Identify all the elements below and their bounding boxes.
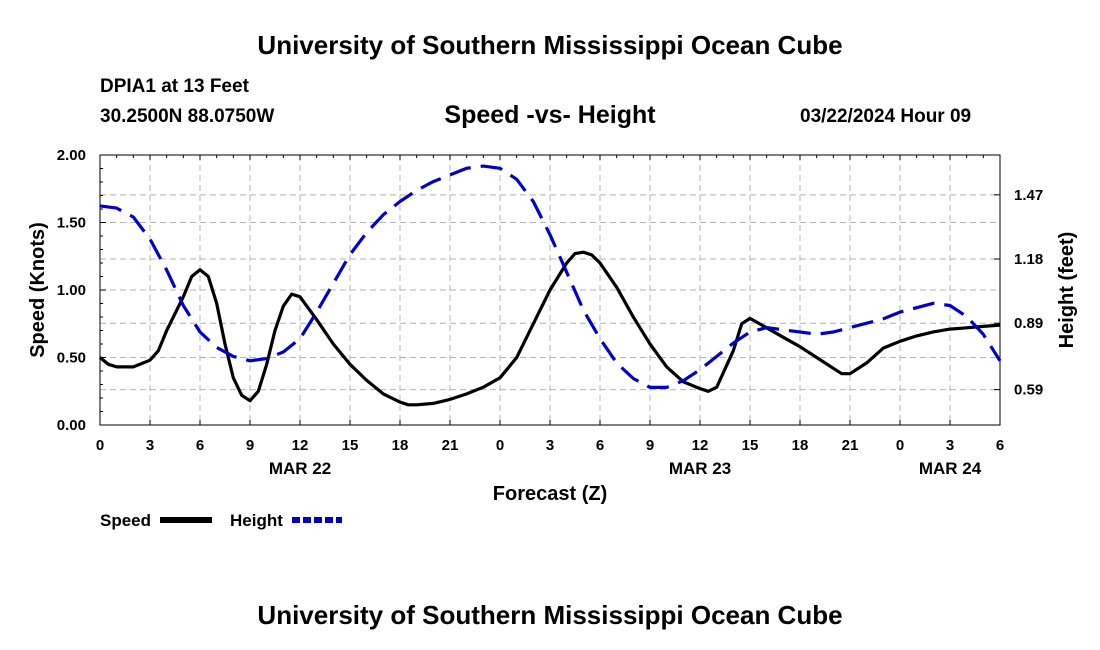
x-tick-label: 3 — [146, 437, 154, 454]
x-tick-label: 6 — [196, 437, 204, 454]
y-tick-label: 1.50 — [57, 215, 86, 232]
forecast-datetime: 03/22/2024 Hour 09 — [800, 106, 972, 127]
x-tick-label: 3 — [946, 437, 954, 454]
axis-ticks — [99, 154, 1001, 426]
legend-label-speed: Speed — [100, 511, 151, 530]
x-tick-label: 0 — [496, 437, 504, 454]
series-line-height — [99, 164, 1002, 389]
station-coordinates: 30.2500N 88.0750W — [100, 106, 275, 127]
grid — [100, 155, 1000, 425]
y-tick-label: 1.00 — [57, 282, 86, 299]
y-axis-title: Speed (Knots) — [27, 222, 49, 358]
x-tick-label: 21 — [842, 437, 859, 454]
station-name: DPIA1 at 13 Feet — [100, 76, 249, 97]
x-tick-label: 0 — [896, 437, 904, 454]
y-tick-label: 0.50 — [57, 350, 86, 367]
y2-tick-label: 1.18 — [1014, 251, 1043, 268]
x-tick-label: 21 — [442, 437, 459, 454]
y2-tick-label: 1.47 — [1014, 187, 1043, 204]
x-tick-label: 6 — [996, 437, 1004, 454]
legend: Speed Height — [100, 511, 342, 530]
x-tick-label: 0 — [96, 437, 104, 454]
x-tick-label: 15 — [342, 437, 359, 454]
x-tick-label: 12 — [292, 437, 309, 454]
x-tick-label: 3 — [546, 437, 554, 454]
x-tick-label: 9 — [646, 437, 654, 454]
axis-labels: 0 3 6 9 12 15 18 21 0 3 6 9 12 15 18 21 0 3 6 0.00 0.50 1.00 1… — [27, 147, 1078, 505]
y2-tick-label: 0.89 — [1014, 315, 1043, 332]
chart-title: Speed -vs- Height — [444, 101, 656, 129]
date-label: MAR 23 — [669, 459, 731, 478]
legend-label-height: Height — [230, 511, 283, 530]
y-tick-label: 0.00 — [57, 417, 86, 434]
footer-title: University of Southern Mississippi Ocean… — [257, 600, 843, 630]
y2-tick-label: 0.59 — [1014, 382, 1043, 399]
series-line-speed — [98, 250, 1001, 407]
main-title: University of Southern Mississippi Ocean… — [257, 30, 843, 60]
x-tick-label: 15 — [742, 437, 759, 454]
x-tick-label: 18 — [792, 437, 809, 454]
series — [98, 164, 1002, 407]
y-tick-label: 2.00 — [57, 147, 86, 164]
y2-axis-title: Height (feet) — [1056, 232, 1078, 349]
x-axis-title: Forecast (Z) — [493, 483, 607, 505]
date-label: MAR 22 — [269, 459, 331, 478]
x-tick-label: 12 — [692, 437, 709, 454]
x-tick-label: 9 — [246, 437, 254, 454]
x-tick-label: 6 — [596, 437, 604, 454]
date-label: MAR 24 — [919, 459, 982, 478]
x-tick-label: 18 — [392, 437, 409, 454]
